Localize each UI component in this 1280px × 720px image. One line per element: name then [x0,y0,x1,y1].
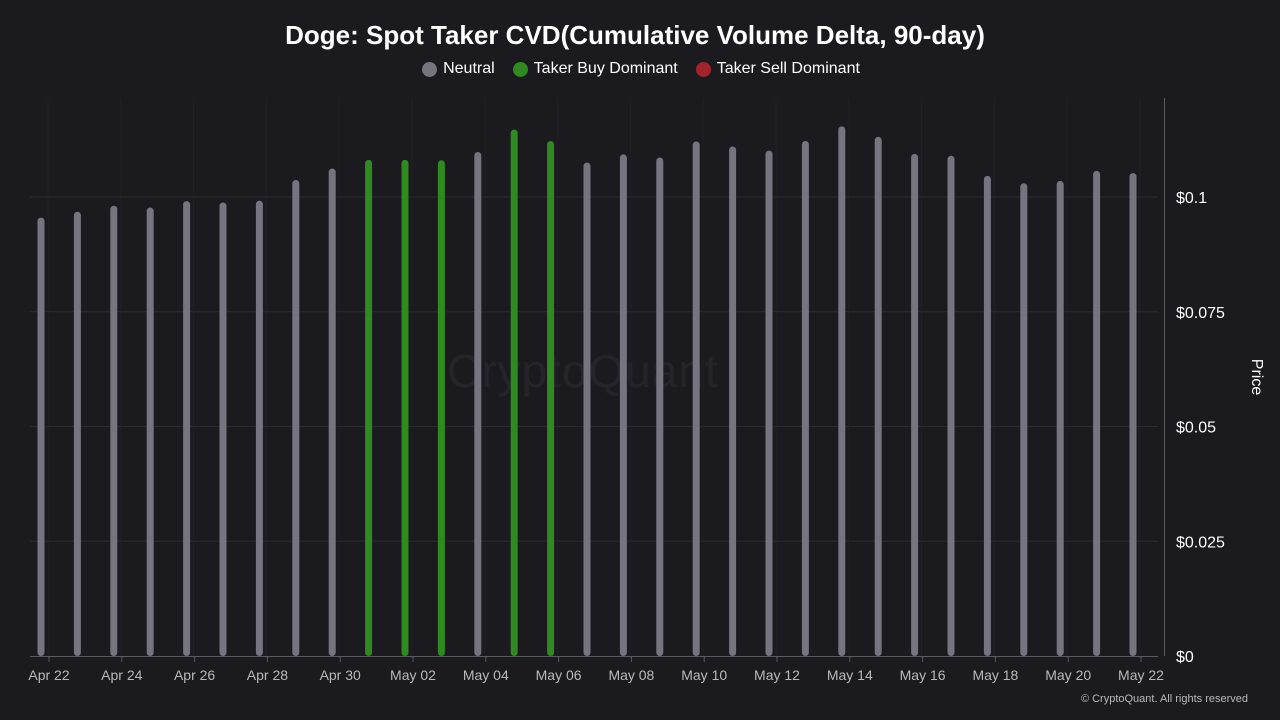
bar-may-05 [510,129,518,657]
bar-may-22 [1129,173,1137,656]
bar-apr-30 [328,168,336,657]
bar-may-12 [765,150,773,657]
x-tick-label: Apr 26 [174,667,215,683]
bar-may-11 [729,146,737,656]
bar-apr-25 [146,207,154,656]
bar-may-17 [947,155,955,656]
legend-label-neutral: Neutral [443,60,495,77]
y-tick-label: $0.075 [1176,305,1225,322]
bar-may-13 [801,141,809,656]
axes [30,98,1165,662]
bar-may-03 [437,160,445,656]
y-tick-label: $0.1 [1176,190,1207,207]
bar-may-20 [1056,180,1064,656]
bar-may-10 [692,141,700,656]
x-tick-label: May 10 [681,667,727,683]
legend-label-taker-buy-dominant: Taker Buy Dominant [533,60,678,77]
x-tick-label: May 12 [754,667,800,683]
legend-label-taker-sell-dominant: Taker Sell Dominant [716,60,860,77]
x-tick-label: Apr 30 [320,667,361,683]
bar-apr-24 [110,205,118,656]
chart-title: Doge: Spot Taker CVD(Cumulative Volume D… [285,20,985,50]
y-tick-label: $0.05 [1176,420,1216,437]
legend-swatch-taker-buy-dominant [512,61,528,77]
bar-may-16 [911,153,919,656]
y-tick-label: $0.025 [1176,534,1225,551]
bar-may-15 [874,136,882,657]
x-tick-label: May 06 [536,667,582,683]
x-tick-label: May 22 [1118,667,1164,683]
bar-may-19 [1020,183,1028,657]
watermark: CryptoQuant [447,345,719,397]
x-tick-label: May 04 [463,667,509,683]
bar-may-18 [983,175,991,657]
bar-may-21 [1093,170,1101,656]
bar-may-02 [401,159,409,657]
x-tick-label: Apr 24 [101,667,142,683]
bar-apr-26 [183,201,191,657]
legend-item-neutral[interactable]: Neutral [422,60,495,78]
bar-apr-29 [292,180,300,656]
bar-may-07 [583,162,591,656]
y-tick-label: $0 [1176,649,1194,666]
x-tick-label: May 08 [608,667,654,683]
x-tick-labels: Apr 22 Apr 24 Apr 26 Apr 28 Apr 30 May 02 May … [28,667,1164,683]
bar-apr-22 [37,217,45,656]
legend-item-taker-buy-dominant[interactable]: Taker Buy Dominant [512,60,678,78]
y-tick-labels: $0 $0.025 $0.05 $0.075 $0.1 [1176,190,1225,666]
bar-apr-27 [219,202,227,656]
x-tick-label: May 14 [827,667,873,683]
bar-may-01 [365,159,373,657]
legend-swatch-neutral [422,61,438,77]
x-tick-label: Apr 28 [247,667,288,683]
bar-may-06 [547,141,555,656]
legend-swatch-taker-sell-dominant [695,61,711,77]
x-tick-label: May 16 [900,667,946,683]
bar-may-14 [838,126,846,656]
x-tick-label: May 18 [972,667,1018,683]
bar-apr-28 [255,200,263,656]
bar-apr-23 [73,211,81,657]
legend-item-taker-sell-dominant[interactable]: Taker Sell Dominant [695,60,860,78]
bar-may-09 [656,157,664,656]
x-tick-label: May 02 [390,667,436,683]
y-axis-title: Price [1248,358,1265,396]
grid-lines [30,98,1158,656]
x-tick-label: May 20 [1045,667,1091,683]
bars [37,126,1137,657]
copyright-notice: © CryptoQuant. All rights reserved [1080,693,1248,705]
chart-legend: Neutral Taker Buy Dominant Taker Sell Do… [0,60,1280,78]
x-tick-label: Apr 22 [28,667,69,683]
bar-may-08 [619,154,627,657]
bar-may-04 [474,152,482,656]
